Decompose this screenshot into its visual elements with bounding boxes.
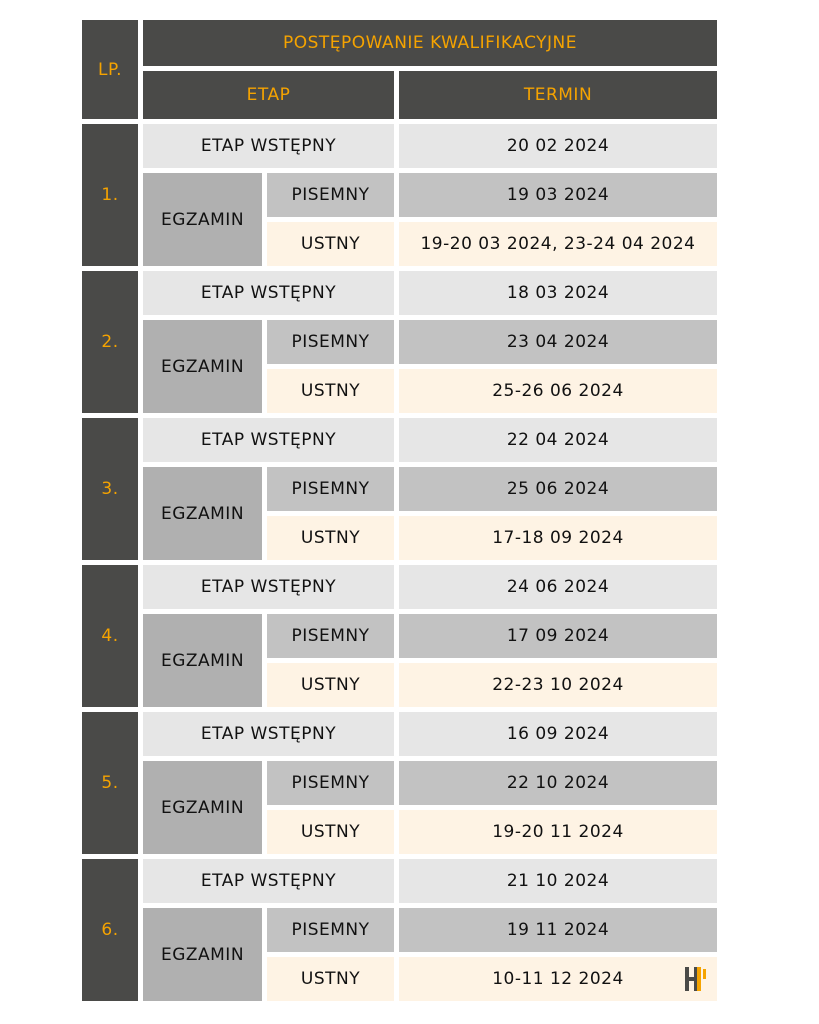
pisemny-label: PISEMNY [267, 614, 394, 658]
lp-number: 2. [82, 271, 138, 413]
ustny-date: 22-23 10 2024 [492, 675, 624, 695]
pisemny-date: 22 10 2024 [399, 761, 717, 805]
etap-wstepny-date: 22 04 2024 [399, 418, 717, 462]
etap-wstepny-label: ETAP WSTĘPNY [143, 124, 394, 168]
ustny-label: USTNY [267, 810, 394, 854]
pisemny-label: PISEMNY [267, 761, 394, 805]
pisemny-label: PISEMNY [267, 320, 394, 364]
header-etap: ETAP [143, 71, 394, 119]
header-title: POSTĘPOWANIE KWALIFIKACYJNE [143, 20, 717, 66]
hr-logo-icon [683, 965, 707, 993]
ustny-date-cell: 17-18 09 2024 [399, 516, 717, 560]
ustny-label: USTNY [267, 222, 394, 266]
etap-wstepny-date: 20 02 2024 [399, 124, 717, 168]
etap-wstepny-date: 16 09 2024 [399, 712, 717, 756]
ustny-label: USTNY [267, 663, 394, 707]
lp-number: 3. [82, 418, 138, 560]
etap-wstepny-label: ETAP WSTĘPNY [143, 271, 394, 315]
schedule-table: LP. POSTĘPOWANIE KWALIFIKACYJNE ETAP TER… [82, 20, 717, 1001]
pisemny-label: PISEMNY [267, 908, 394, 952]
ustny-date: 10-11 12 2024 [492, 969, 624, 989]
header-lp: LP. [82, 20, 138, 119]
etap-wstepny-label: ETAP WSTĘPNY [143, 712, 394, 756]
ustny-date-cell: 22-23 10 2024 [399, 663, 717, 707]
pisemny-date: 23 04 2024 [399, 320, 717, 364]
ustny-label: USTNY [267, 516, 394, 560]
egzamin-label: EGZAMIN [143, 173, 262, 266]
egzamin-label: EGZAMIN [143, 467, 262, 560]
pisemny-label: PISEMNY [267, 173, 394, 217]
egzamin-label: EGZAMIN [143, 908, 262, 1001]
ustny-date: 19-20 11 2024 [492, 822, 624, 842]
pisemny-label: PISEMNY [267, 467, 394, 511]
etap-wstepny-label: ETAP WSTĘPNY [143, 859, 394, 903]
etap-wstepny-date: 21 10 2024 [399, 859, 717, 903]
ustny-date-cell: 19-20 11 2024 [399, 810, 717, 854]
etap-wstepny-label: ETAP WSTĘPNY [143, 565, 394, 609]
egzamin-label: EGZAMIN [143, 320, 262, 413]
header-termin: TERMIN [399, 71, 717, 119]
ustny-date: 17-18 09 2024 [492, 528, 624, 548]
pisemny-date: 17 09 2024 [399, 614, 717, 658]
ustny-date-cell: 25-26 06 2024 [399, 369, 717, 413]
egzamin-label: EGZAMIN [143, 761, 262, 854]
pisemny-date: 25 06 2024 [399, 467, 717, 511]
pisemny-date: 19 11 2024 [399, 908, 717, 952]
egzamin-label: EGZAMIN [143, 614, 262, 707]
ustny-date: 25-26 06 2024 [492, 381, 624, 401]
etap-wstepny-label: ETAP WSTĘPNY [143, 418, 394, 462]
pisemny-date: 19 03 2024 [399, 173, 717, 217]
ustny-date: 19-20 03 2024, 23-24 04 2024 [420, 234, 696, 254]
ustny-date-cell: 19-20 03 2024, 23-24 04 2024 [399, 222, 717, 266]
etap-wstepny-date: 24 06 2024 [399, 565, 717, 609]
etap-wstepny-date: 18 03 2024 [399, 271, 717, 315]
ustny-label: USTNY [267, 957, 394, 1001]
lp-number: 6. [82, 859, 138, 1001]
lp-number: 5. [82, 712, 138, 854]
lp-number: 4. [82, 565, 138, 707]
ustny-date-cell: 10-11 12 2024 [399, 957, 717, 1001]
lp-number: 1. [82, 124, 138, 266]
ustny-label: USTNY [267, 369, 394, 413]
